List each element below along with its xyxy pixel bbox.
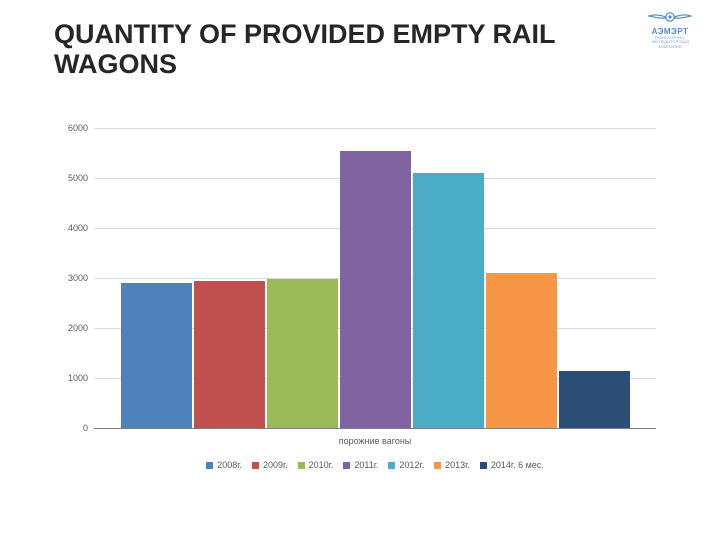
legend-swatch [206, 462, 213, 469]
y-tick-label: 4000 [54, 223, 88, 233]
legend-swatch [252, 462, 259, 469]
bar [340, 151, 411, 429]
y-tick-label: 0 [54, 423, 88, 433]
slide: QUANTITY OF PROVIDED EMPTY RAIL WAGONS А… [0, 0, 720, 540]
legend-item: 2013г. [434, 460, 470, 470]
legend-label: 2014г. 6 мес. [491, 460, 544, 470]
legend-item: 2014г. 6 мес. [480, 460, 544, 470]
y-tick-label: 3000 [54, 273, 88, 283]
legend: 2008г. 2009г. 2010г. 2011г. 2012г. 2013г. 2014… [94, 460, 656, 470]
legend-swatch [388, 462, 395, 469]
legend-swatch [343, 462, 350, 469]
legend-label: 2011г. [354, 460, 378, 470]
y-tick-label: 2000 [54, 323, 88, 333]
x-category-label: порожние вагоны [94, 436, 656, 446]
legend-label: 2013г. [445, 460, 470, 470]
plot-area [94, 128, 656, 428]
bar-chart: 0100020003000400050006000 порожние вагон… [54, 128, 656, 500]
legend-item: 2010г. [298, 460, 334, 470]
brand-tagline: ТРАНСПОРТНО-ЭКСПЕДИТОРСКАЯ КОМПАНИЯ [640, 36, 700, 49]
bar [413, 173, 484, 428]
legend-label: 2012г. [399, 460, 424, 470]
x-axis-line [94, 428, 656, 429]
bar [267, 279, 338, 428]
brand-logo: АЭМЭРТ ТРАНСПОРТНО-ЭКСПЕДИТОРСКАЯ КОМПАН… [640, 8, 700, 49]
y-tick-label: 1000 [54, 373, 88, 383]
legend-item: 2009г. [252, 460, 288, 470]
y-tick-label: 5000 [54, 173, 88, 183]
legend-swatch [480, 462, 487, 469]
page-title: QUANTITY OF PROVIDED EMPTY RAIL WAGONS [54, 20, 574, 79]
legend-label: 2008г. [217, 460, 242, 470]
bars-group [94, 128, 656, 428]
legend-item: 2012г. [388, 460, 424, 470]
legend-item: 2008г. [206, 460, 242, 470]
legend-label: 2010г. [309, 460, 334, 470]
legend-item: 2011г. [343, 460, 378, 470]
bar [194, 281, 265, 429]
legend-swatch [434, 462, 441, 469]
legend-swatch [298, 462, 305, 469]
wings-icon [640, 8, 700, 26]
bar [121, 283, 192, 428]
bar [486, 273, 557, 428]
y-tick-label: 6000 [54, 123, 88, 133]
bar [559, 371, 630, 429]
legend-label: 2009г. [263, 460, 288, 470]
